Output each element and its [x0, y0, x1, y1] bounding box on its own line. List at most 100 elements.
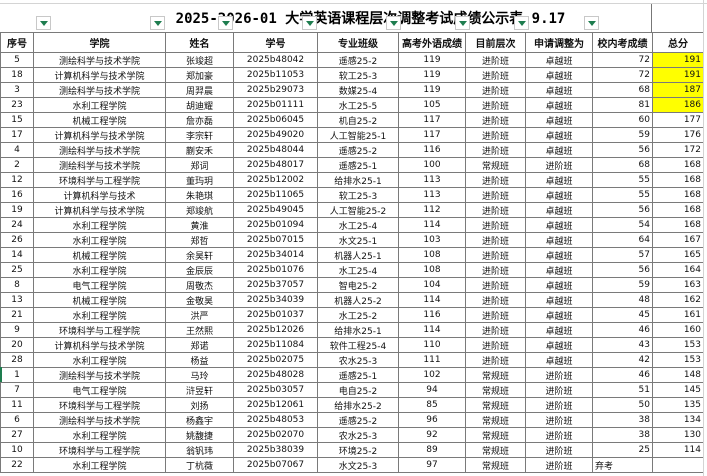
cell-college[interactable]: 机械工程学院: [33, 247, 166, 263]
cell-name[interactable]: 蒯安禾: [165, 142, 234, 158]
cell-gaokao-english[interactable]: 89: [398, 442, 466, 458]
cell-student-id[interactable]: 2025b48053: [233, 412, 318, 428]
cell-current-level[interactable]: 常规班: [465, 397, 526, 413]
cell-major-class[interactable]: 遥感25-2: [317, 142, 399, 158]
cell-apply-level[interactable]: 卓越班: [525, 247, 593, 263]
cell-current-level[interactable]: 进阶班: [465, 217, 526, 233]
filter-dropdown-button[interactable]: [302, 16, 317, 30]
cell-apply-level[interactable]: 卓越班: [525, 337, 593, 353]
cell-student-id[interactable]: 2025b49045: [233, 202, 318, 218]
cell-apply-level[interactable]: 卓越班: [525, 217, 593, 233]
cell-total[interactable]: 168: [652, 217, 704, 233]
cell-apply-level[interactable]: 卓越班: [525, 52, 593, 68]
cell-total[interactable]: 186: [652, 97, 704, 113]
cell-seq[interactable]: 28: [0, 352, 34, 368]
cell-major-class[interactable]: 水文25-1: [317, 232, 399, 248]
cell-gaokao-english[interactable]: 111: [398, 352, 466, 368]
cell-college[interactable]: 环境科学与工程学院: [33, 442, 166, 458]
cell-apply-level[interactable]: 卓越班: [525, 67, 593, 83]
cell-total[interactable]: 162: [652, 292, 704, 308]
cell-gaokao-english[interactable]: 103: [398, 232, 466, 248]
cell-current-level[interactable]: 进阶班: [465, 262, 526, 278]
cell-seq[interactable]: 12: [0, 172, 34, 188]
cell-total[interactable]: 191: [652, 67, 704, 83]
cell-apply-level[interactable]: 卓越班: [525, 202, 593, 218]
cell-current-level[interactable]: 进阶班: [465, 82, 526, 98]
cell-apply-level[interactable]: 卓越班: [525, 172, 593, 188]
cell-apply-level[interactable]: 卓越班: [525, 187, 593, 203]
cell-seq[interactable]: 8: [0, 277, 34, 293]
cell-current-level[interactable]: 进阶班: [465, 67, 526, 83]
cell-school-exam[interactable]: 68: [592, 82, 653, 98]
cell-current-level[interactable]: 进阶班: [465, 292, 526, 308]
cell-major-class[interactable]: 遥感25-2: [317, 52, 399, 68]
cell-apply-level[interactable]: 卓越班: [525, 97, 593, 113]
cell-seq[interactable]: 24: [0, 217, 34, 233]
cell-current-level[interactable]: 进阶班: [465, 337, 526, 353]
cell-apply-level[interactable]: 卓越班: [525, 142, 593, 158]
cell-total[interactable]: [652, 457, 704, 473]
cell-seq[interactable]: 25: [0, 262, 34, 278]
cell-gaokao-english[interactable]: 110: [398, 337, 466, 353]
cell-name[interactable]: 郑诺: [165, 337, 234, 353]
column-header-college[interactable]: 学院: [33, 32, 166, 53]
cell-total[interactable]: 114: [652, 442, 704, 458]
cell-current-level[interactable]: 进阶班: [465, 232, 526, 248]
cell-college[interactable]: 测绘科学与技术学院: [33, 142, 166, 158]
cell-student-id[interactable]: 2025b01037: [233, 307, 318, 323]
cell-seq[interactable]: 2: [0, 157, 34, 173]
cell-seq[interactable]: 3: [0, 82, 34, 98]
column-header-total[interactable]: 总分: [652, 32, 704, 53]
cell-name[interactable]: 黄淮: [165, 217, 234, 233]
cell-college[interactable]: 水利工程学院: [33, 427, 166, 443]
cell-major-class[interactable]: 水工25-4: [317, 217, 399, 233]
cell-current-level[interactable]: 进阶班: [465, 187, 526, 203]
cell-name[interactable]: 刘扬: [165, 397, 234, 413]
cell-seq[interactable]: 16: [0, 187, 34, 203]
cell-gaokao-english[interactable]: 119: [398, 82, 466, 98]
cell-student-id[interactable]: 2025b12002: [233, 172, 318, 188]
cell-student-id[interactable]: 2025b48017: [233, 157, 318, 173]
cell-name[interactable]: 王然熙: [165, 322, 234, 338]
cell-school-exam[interactable]: 弃考: [592, 457, 653, 473]
cell-gaokao-english[interactable]: 105: [398, 97, 466, 113]
cell-total[interactable]: 168: [652, 202, 704, 218]
cell-apply-level[interactable]: 卓越班: [525, 352, 593, 368]
cell-major-class[interactable]: 软工25-3: [317, 187, 399, 203]
cell-name[interactable]: 詹亦磊: [165, 112, 234, 128]
cell-college[interactable]: 计算机科学与技术学院: [33, 67, 166, 83]
cell-total[interactable]: 187: [652, 82, 704, 98]
cell-student-id[interactable]: 2025b37057: [233, 277, 318, 293]
cell-college[interactable]: 水利工程学院: [33, 97, 166, 113]
cell-college[interactable]: 计算机科学与技术学院: [33, 337, 166, 353]
cell-school-exam[interactable]: 81: [592, 97, 653, 113]
cell-seq[interactable]: 4: [0, 142, 34, 158]
cell-apply-level[interactable]: 进阶班: [525, 412, 593, 428]
cell-school-exam[interactable]: 46: [592, 367, 653, 383]
cell-gaokao-english[interactable]: 119: [398, 67, 466, 83]
cell-name[interactable]: 丁杭薇: [165, 457, 234, 473]
column-header-school-exam[interactable]: 校内考成绩: [592, 32, 653, 53]
cell-name[interactable]: 李宗轩: [165, 127, 234, 143]
cell-apply-level[interactable]: 卓越班: [525, 277, 593, 293]
cell-school-exam[interactable]: 59: [592, 277, 653, 293]
cell-current-level[interactable]: 常规班: [465, 412, 526, 428]
cell-college[interactable]: 测绘科学与技术学院: [33, 82, 166, 98]
cell-total[interactable]: 130: [652, 427, 704, 443]
cell-school-exam[interactable]: 72: [592, 67, 653, 83]
cell-gaokao-english[interactable]: 114: [398, 292, 466, 308]
cell-student-id[interactable]: 2025b11084: [233, 337, 318, 353]
column-header-student-id[interactable]: 学号: [233, 32, 318, 53]
cell-major-class[interactable]: 数媒25-4: [317, 82, 399, 98]
cell-seq[interactable]: 9: [0, 322, 34, 338]
cell-current-level[interactable]: 进阶班: [465, 172, 526, 188]
cell-total[interactable]: 134: [652, 412, 704, 428]
cell-school-exam[interactable]: 55: [592, 187, 653, 203]
cell-gaokao-english[interactable]: 119: [398, 52, 466, 68]
cell-current-level[interactable]: 进阶班: [465, 97, 526, 113]
cell-college[interactable]: 计算机科学与技术学院: [33, 202, 166, 218]
cell-major-class[interactable]: 遥感25-2: [317, 412, 399, 428]
cell-student-id[interactable]: 2025b03057: [233, 382, 318, 398]
cell-apply-level[interactable]: 卓越班: [525, 322, 593, 338]
cell-apply-level[interactable]: 卓越班: [525, 127, 593, 143]
